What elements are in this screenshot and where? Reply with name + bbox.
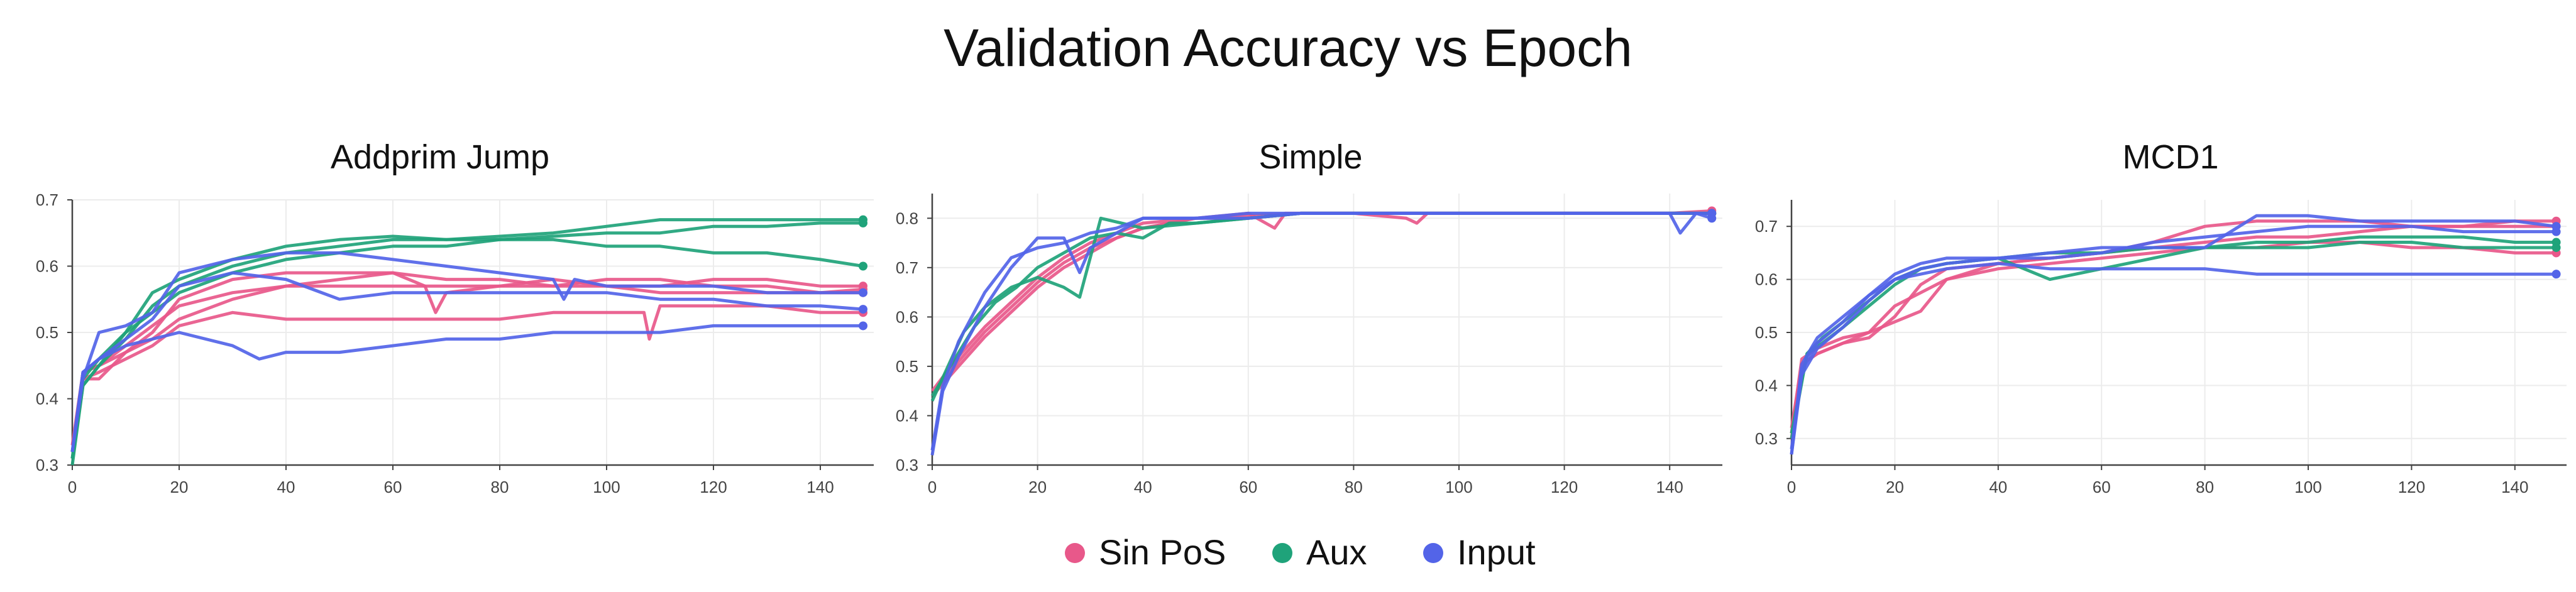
x-tick-label: 40 (1989, 478, 2007, 496)
figure-title: Validation Accuracy vs Epoch (944, 18, 1632, 77)
series-end-point (859, 288, 867, 297)
y-tick-label: 0.4 (1755, 376, 1778, 395)
x-tick-label: 120 (1551, 478, 1578, 496)
series-end-point (859, 305, 867, 314)
x-tick-label: 0 (1787, 478, 1796, 496)
series-end-point (859, 321, 867, 331)
series-end-point (2551, 270, 2561, 279)
series-end-point (2551, 227, 2561, 236)
y-tick-label: 0.4 (896, 406, 918, 425)
x-tick-label: 60 (384, 478, 402, 496)
panel-title: MCD1 (2122, 138, 2218, 176)
y-tick-label: 0.7 (1755, 217, 1778, 236)
x-tick-label: 80 (1345, 478, 1363, 496)
x-tick-label: 140 (2501, 478, 2528, 496)
series-end-point (1707, 209, 1717, 218)
x-tick-label: 100 (2294, 478, 2321, 496)
y-tick-label: 0.3 (36, 456, 58, 474)
legend-label: Sin PoS (1099, 532, 1226, 572)
x-tick-label: 40 (1134, 478, 1152, 496)
panel-mcd1: MCD1 0 20 40 60 80 100 120 140 0.3 0.4 0.5 0.6 0.7 (1755, 138, 2567, 496)
x-tick-label: 120 (700, 478, 727, 496)
series-line-sin-pos-0 (70, 271, 863, 459)
legend: Sin PoS Aux Input (1065, 532, 1536, 572)
x-tick-label: 80 (2196, 478, 2214, 496)
y-tick-label: 0.7 (36, 190, 58, 209)
series-line-sin-pos-1 (70, 271, 864, 446)
series-line-aux-4 (930, 211, 1712, 397)
legend-item-input[interactable]: Input (1423, 532, 1536, 572)
series-line-input-6 (930, 211, 1712, 451)
series-end-point (859, 261, 867, 271)
series-line-sin-pos-2 (1790, 241, 2557, 429)
legend-item-sin-pos[interactable]: Sin PoS (1065, 532, 1226, 572)
x-tick-label: 0 (928, 478, 937, 496)
y-tick-label: 0.6 (36, 257, 58, 276)
series-line-input-5 (1790, 214, 2557, 455)
series-line-aux-5 (70, 221, 863, 459)
x-tick-label: 60 (1239, 478, 1257, 496)
panel-title: Addprim Jump (331, 138, 549, 176)
y-tick-label: 0.7 (896, 258, 918, 277)
y-tick-label: 0.8 (896, 209, 918, 227)
x-tick-label: 0 (68, 478, 77, 496)
x-tick-label: 140 (1656, 478, 1683, 496)
legend-item-aux[interactable]: Aux (1272, 532, 1367, 572)
x-tick-label: 20 (1886, 478, 1904, 496)
x-tick-label: 100 (593, 478, 620, 496)
y-tick-label: 0.6 (1755, 270, 1778, 289)
series-line-input-6 (1790, 224, 2557, 450)
series-line-aux-4 (70, 218, 863, 466)
series-line-sin-pos-2 (70, 304, 863, 452)
x-tick-label: 20 (170, 478, 189, 496)
series-end-point (859, 218, 867, 227)
panel-title: Simple (1258, 138, 1362, 176)
series-line-aux-6 (70, 238, 864, 459)
legend-label: Aux (1306, 532, 1367, 572)
series-line-input-7 (70, 251, 863, 452)
y-tick-label: 0.3 (1755, 429, 1778, 448)
legend-label: Input (1457, 532, 1536, 572)
panel-addprim-jump: Addprim Jump 0 20 40 60 80 100 120 140 0.3 0.4 0.5 0… (36, 138, 874, 496)
legend-marker (1065, 543, 1085, 563)
legend-marker (1272, 543, 1292, 563)
x-tick-label: 120 (2398, 478, 2425, 496)
y-tick-label: 0.6 (896, 307, 918, 326)
x-tick-label: 40 (277, 478, 295, 496)
x-tick-label: 100 (1445, 478, 1472, 496)
series-line-sin-pos-0 (931, 211, 1712, 397)
series-line-input-8 (70, 271, 864, 452)
panel-simple: Simple 0 20 40 60 80 100 120 140 0.3 0.4 0.5 0.6 0.7 0… (896, 138, 1722, 496)
x-tick-label: 60 (2093, 478, 2111, 496)
series-line-input-7 (1790, 261, 2557, 455)
x-tick-label: 20 (1028, 478, 1047, 496)
series-line-input-9 (70, 324, 863, 452)
series-line-sin-pos-2 (931, 211, 1712, 397)
series-end-point (2551, 243, 2561, 252)
y-tick-label: 0.5 (896, 357, 918, 376)
x-tick-label: 80 (491, 478, 509, 496)
y-tick-label: 0.4 (36, 390, 58, 408)
series-line-aux-3 (930, 211, 1712, 402)
y-tick-label: 0.5 (1755, 323, 1778, 342)
y-tick-label: 0.5 (36, 323, 58, 342)
legend-marker (1423, 543, 1443, 563)
series-line-input-5 (930, 211, 1712, 456)
y-tick-label: 0.3 (896, 456, 918, 474)
x-tick-label: 140 (806, 478, 834, 496)
